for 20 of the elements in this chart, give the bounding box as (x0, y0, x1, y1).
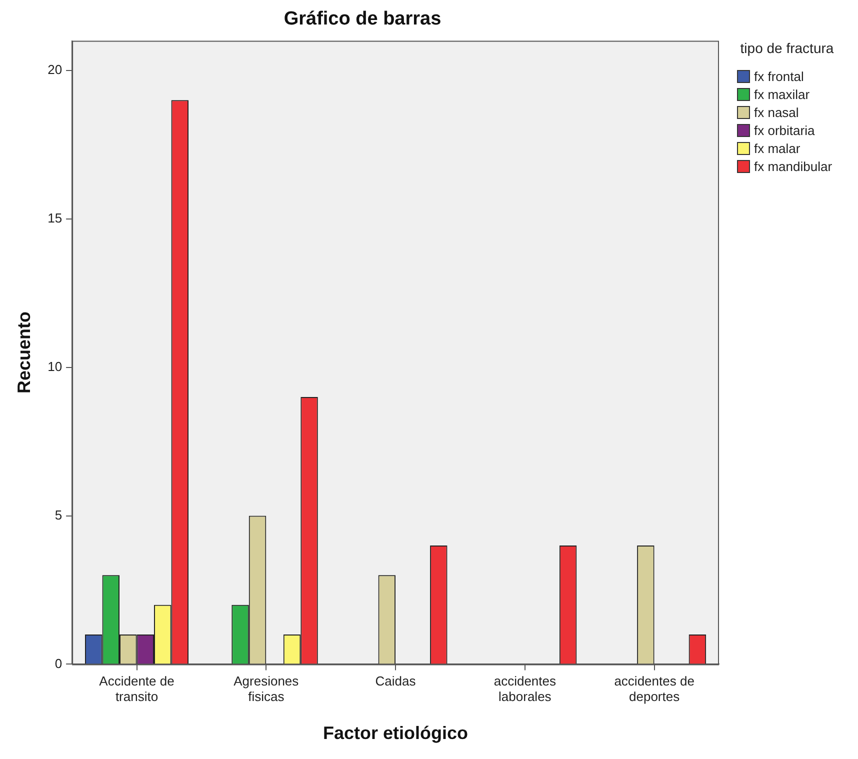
x-tick-label: Caidas (375, 674, 416, 689)
legend-label: fx maxilar (754, 86, 810, 102)
x-tick-label: Accidente de transito (99, 674, 174, 704)
legend-title: tipo de fractura (739, 40, 835, 57)
legend-label: fx frontal (754, 68, 804, 84)
legend-label: fx malar (754, 140, 800, 156)
legend-label: fx nasal (754, 104, 799, 120)
legend-label: fx orbitaria (754, 122, 815, 138)
legend-label: fx mandibular (754, 158, 832, 174)
y-tick-label: 5 (54, 507, 62, 522)
y-axis-title: Recuento (14, 311, 34, 394)
x-tick-label: accidentes de deportes (614, 674, 694, 704)
x-tick-label: accidentes laborales (494, 674, 556, 704)
chart-title: Gráfico de barras (284, 8, 442, 30)
y-tick-label: 20 (48, 62, 62, 78)
y-tick-label: 0 (54, 656, 62, 671)
x-tick-label: Agresiones fisicas (234, 674, 300, 704)
y-tick-label: 10 (48, 358, 62, 374)
x-axis-title: Factor etiológico (323, 723, 468, 744)
y-tick-label: 15 (48, 210, 62, 226)
